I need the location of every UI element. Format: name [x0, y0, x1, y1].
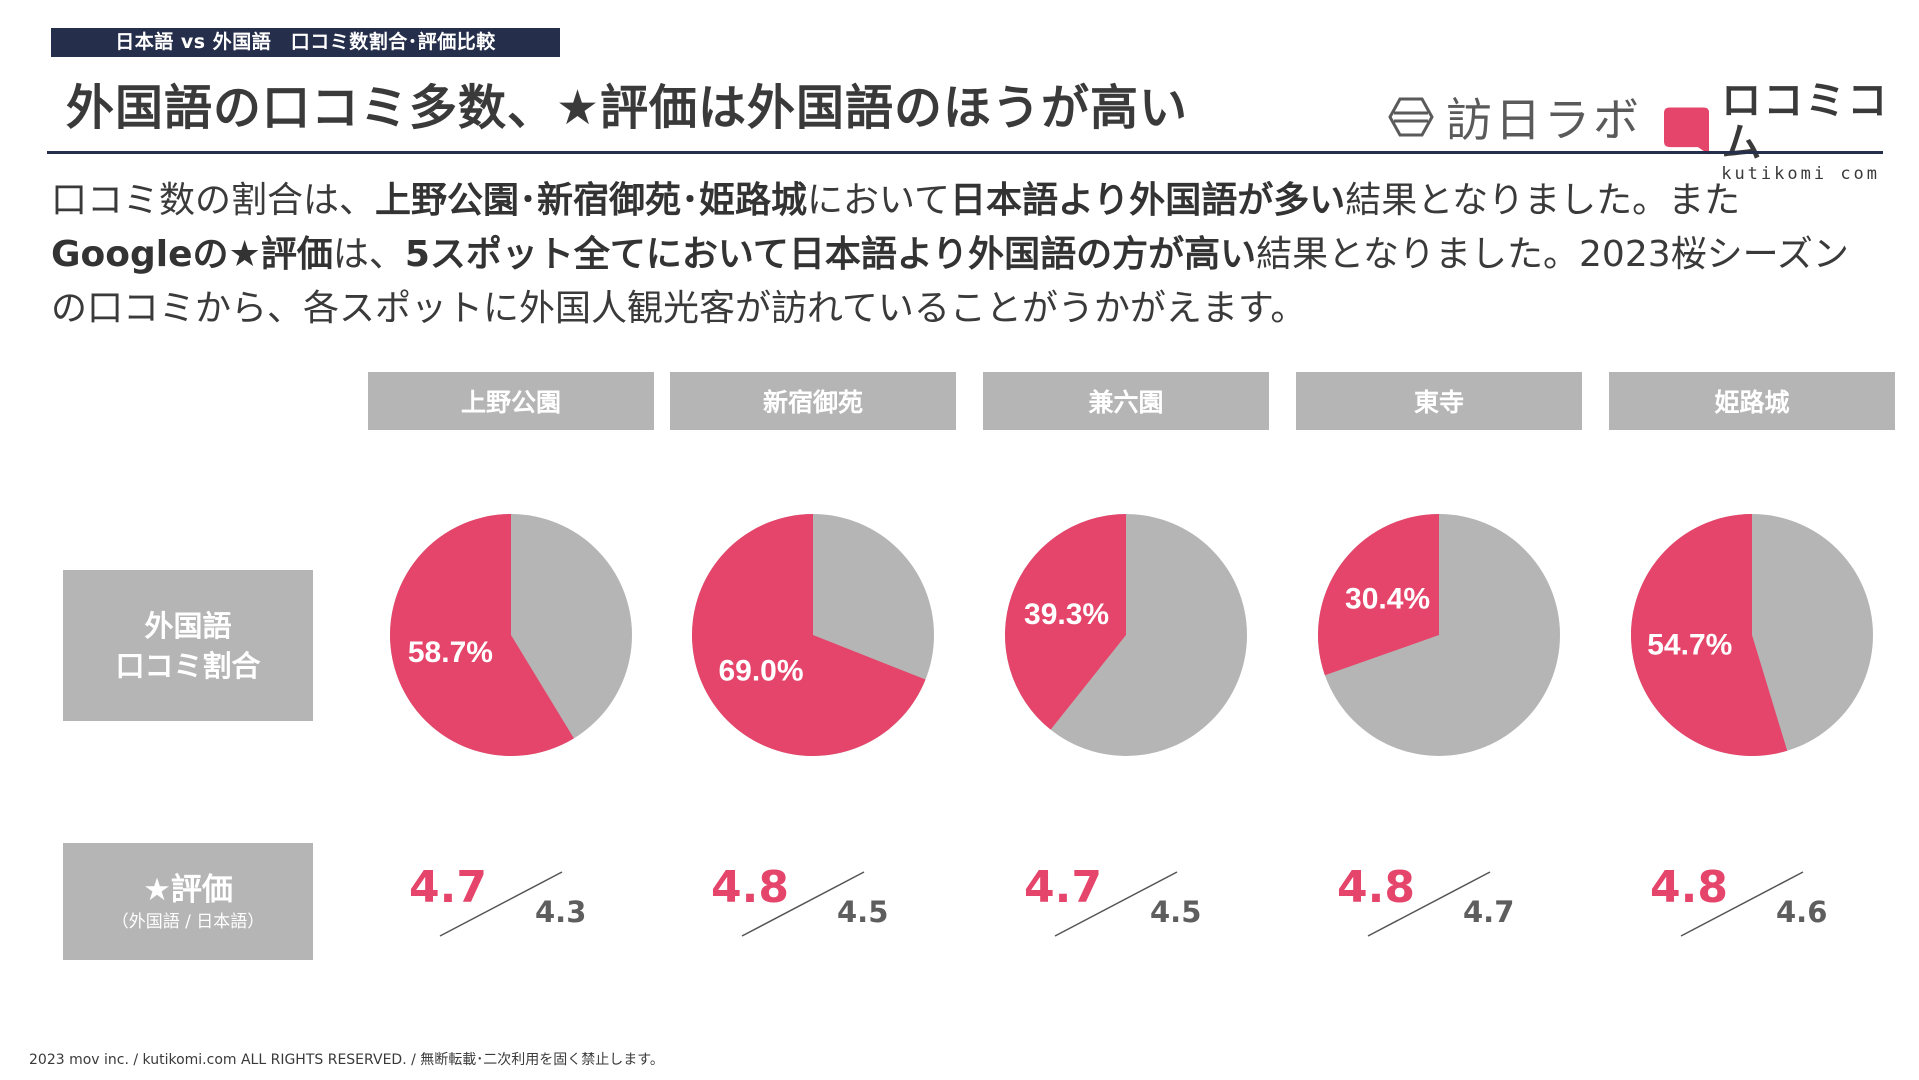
pie-slice-foreign: [691, 514, 926, 756]
spot-column: 上野公園 58.7% 4.7 4.3: [368, 372, 654, 937]
pie-slice-foreign: [1004, 514, 1126, 730]
rating-foreign: 4.7: [409, 862, 487, 913]
rating-japanese: 4.6: [1776, 895, 1828, 929]
pie-data-label: 69.0%: [718, 654, 803, 687]
rating-foreign: 4.8: [1337, 862, 1415, 913]
description-line-2: Googleの★評価は、5スポット全てにおいて日本語より外国語の方が高い結果とな…: [51, 234, 1849, 275]
share-pie-chart: 69.0%: [691, 514, 934, 756]
rating-pair: 4.7 4.5: [983, 862, 1269, 962]
rating-pair: 4.8 4.5: [670, 862, 956, 962]
spot-header: 姫路城: [1609, 372, 1895, 430]
share-pie-chart: 30.4%: [1318, 514, 1560, 756]
pie-data-label: 39.3%: [1024, 598, 1109, 631]
pie-slice-foreign: [1630, 514, 1788, 756]
pie-data-label: 54.7%: [1647, 628, 1732, 661]
rating-separator-slash: [1367, 871, 1491, 937]
share-pie-chart: 54.7%: [1630, 514, 1873, 756]
page-title: 外国語の口コミ多数、★評価は外国語のほうが高い: [66, 80, 1189, 136]
spot-column: 兼六園 39.3% 4.7 4.5: [983, 372, 1269, 937]
description-line-3: の口コミから、各スポットに外国人観光客が訪れていることがうかがえます。: [51, 288, 1307, 329]
pie-slice-foreign: [1318, 514, 1439, 676]
rating-separator-slash: [1680, 871, 1804, 937]
rating-foreign: 4.8: [1650, 862, 1728, 913]
rating-japanese: 4.3: [535, 895, 587, 929]
rating-pair: 4.8 4.6: [1609, 862, 1895, 962]
kutikomi-bubble-icon: [1664, 107, 1710, 155]
copyright-footer: 2023 mov inc. / kutikomi.com ALL RIGHTS …: [29, 1052, 664, 1068]
spot-column: 姫路城 54.7% 4.8 4.6: [1609, 372, 1895, 937]
pie-data-label: 30.4%: [1345, 583, 1430, 616]
pie-data-label: 58.7%: [408, 636, 493, 669]
header-divider: [47, 151, 1883, 154]
labo-logo-text: 訪日ラボ: [1446, 93, 1642, 147]
spot-column: 東寺 30.4% 4.8 4.7: [1296, 372, 1582, 937]
description-line-1: 口コミ数の割合は、上野公園･新宿御苑･姫路城において日本語より外国語が多い結果と…: [51, 180, 1741, 221]
rating-japanese: 4.5: [837, 895, 889, 929]
rating-pair: 4.7 4.3: [368, 862, 654, 962]
spot-header: 新宿御苑: [670, 372, 956, 430]
kutikomi-logo: ロコミコム kutikomi com: [1664, 80, 1919, 184]
foreign-share-row-label: 外国語 口コミ割合: [63, 570, 313, 721]
spot-column: 新宿御苑 69.0% 4.8 4.5: [670, 372, 956, 937]
header-tag: 日本語 vs 外国語 口コミ数割合･評価比較: [51, 28, 560, 57]
rating-foreign: 4.7: [1024, 862, 1102, 913]
rating-row-label: ★評価 （外国語 / 日本語）: [63, 843, 313, 960]
rating-japanese: 4.5: [1150, 895, 1202, 929]
rating-separator-slash: [1054, 871, 1178, 937]
rating-separator-slash: [741, 871, 865, 937]
rating-japanese: 4.7: [1463, 895, 1515, 929]
rating-row-title: ★評価: [143, 871, 233, 908]
rating-separator-slash: [439, 871, 563, 937]
spot-header: 東寺: [1296, 372, 1582, 430]
spot-header: 上野公園: [368, 372, 654, 430]
spot-header: 兼六園: [983, 372, 1269, 430]
labo-hexagon-icon: [1388, 97, 1434, 137]
share-pie-chart: 58.7%: [390, 514, 632, 756]
houjin-labo-logo: 訪日ラボ: [1388, 84, 1642, 150]
rating-row-subtitle: （外国語 / 日本語）: [111, 911, 265, 932]
rating-foreign: 4.8: [711, 862, 789, 913]
kutikomi-logo-url: kutikomi com: [1721, 164, 1881, 184]
pie-slice-foreign: [390, 514, 574, 756]
share-pie-chart: 39.3%: [1004, 514, 1247, 756]
description: 口コミ数の割合は、上野公園･新宿御苑･姫路城において日本語より外国語が多い結果と…: [51, 174, 1891, 336]
kutikomi-logo-text: ロコミコム: [1721, 78, 1890, 166]
rating-pair: 4.8 4.7: [1296, 862, 1582, 962]
